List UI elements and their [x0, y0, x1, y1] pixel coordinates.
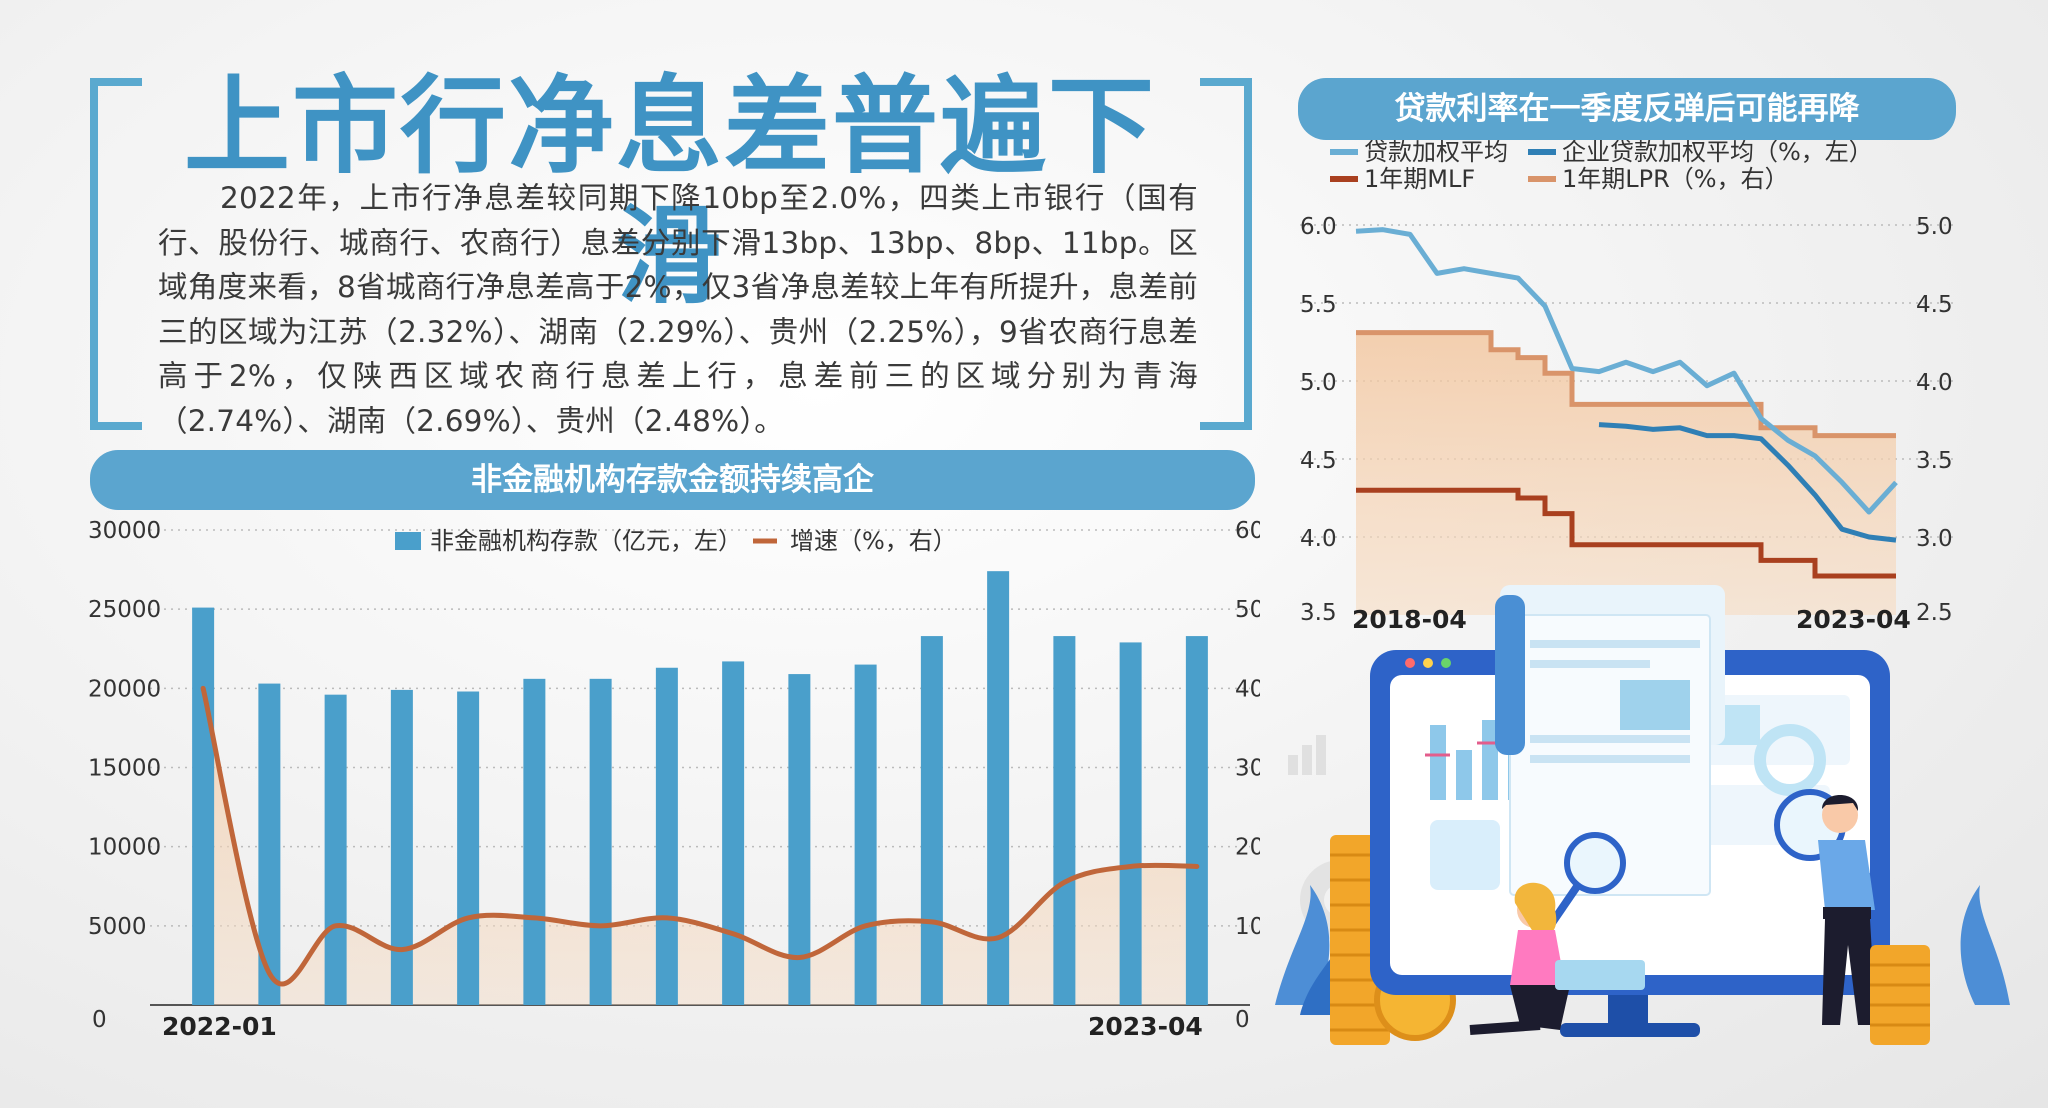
deposit-bar: [523, 678, 546, 1005]
mini-bar-icon: [1288, 735, 1326, 775]
deposit-bar: [589, 678, 612, 1005]
deposit-bar: [192, 607, 215, 1005]
coin-stack-right-icon: [1870, 945, 1930, 1045]
mlf-line: [1356, 487, 1896, 579]
magnifier-left-icon: [1548, 832, 1626, 926]
deposit-bar: [655, 667, 678, 1005]
deposit-bar: [788, 674, 811, 1005]
deposit-bar: [722, 661, 745, 1005]
deposit-x-tick-last: 2023-04: [1088, 1012, 1203, 1041]
rate-legend-label-1: 企业贷款加权平均（%，左）: [1562, 140, 1873, 166]
deposit-x-tick-first: 2022-01: [162, 1012, 277, 1041]
deposit-bar: [920, 636, 943, 1005]
page-title: 上市行净息差普遍下滑: [184, 65, 1156, 318]
rate-legend-label-0: 贷款加权平均: [1364, 140, 1508, 166]
summary-text: 2022年，上市行净息差较同期下降10bp至2.0%，四类上市银行（国有行、股份…: [158, 181, 1198, 438]
woman-figure-icon: [1469, 882, 1645, 1035]
deposit-bar: [390, 689, 413, 1005]
deposit-bar: [1119, 642, 1142, 1005]
deposit-right-tick: 0: [1235, 1007, 1250, 1033]
deposit-right-tick: 30: [1235, 756, 1260, 782]
deposit-chart: 0 5000 10000 15000 20000 25000 30000 0 10 20 30 40…: [88, 518, 1260, 1041]
deposit-right-tick: 40: [1235, 676, 1260, 702]
deposit-bar: [987, 571, 1010, 1005]
deposit-right-tick: 50: [1235, 597, 1260, 623]
deposit-bar: [324, 694, 347, 1005]
rate-right-tick: 3.5: [1916, 448, 1953, 474]
deposit-left-tick: 20000: [88, 676, 161, 702]
analytics-illustration: [1275, 585, 2010, 1045]
deposit-chart-title: 非金融机构存款金额持续高企: [90, 450, 1255, 510]
deposit-bar: [1053, 636, 1076, 1005]
deposit-right-tick: 10: [1235, 914, 1260, 940]
rate-left-tick: 6.0: [1300, 214, 1337, 240]
rate-right-tick: 3.0: [1916, 526, 1953, 552]
deposit-bar: [258, 683, 281, 1005]
rate-right-tick: 2.5: [1916, 600, 1953, 626]
document-icon: [1495, 585, 1725, 896]
rate-chart: 贷款加权平均 企业贷款加权平均（%，左） 1年期MLF 1年期LPR（%，右） 3.5…: [1300, 140, 1955, 634]
rate-left-tick: 5.5: [1300, 292, 1337, 318]
rate-left-tick: 3.5: [1300, 600, 1337, 626]
deposit-right-tick: 60: [1235, 518, 1260, 544]
deposit-left-tick: 30000: [88, 518, 161, 544]
deposit-left-tick: 15000: [88, 756, 161, 782]
deposit-right-tick: 20: [1235, 835, 1260, 861]
rate-x-tick-last: 2023-04: [1796, 605, 1911, 634]
legend-deposit-swatch: [395, 532, 421, 550]
rate-legend-label-3: 1年期LPR（%，右）: [1562, 165, 1789, 193]
rate-left-tick: 5.0: [1300, 370, 1337, 396]
deposit-left-tick: 0: [92, 1007, 107, 1033]
corp-loan-avg-line: [1598, 422, 1897, 543]
lpr-line: [1356, 330, 1896, 439]
legend-growth-label: 增速（%，右）: [790, 527, 957, 555]
deposit-left-tick: 10000: [88, 835, 161, 861]
deposit-left-tick: 25000: [88, 597, 161, 623]
deposit-left-tick: 5000: [88, 914, 147, 940]
growth-line: [200, 685, 1200, 987]
rate-left-tick: 4.5: [1300, 448, 1337, 474]
rate-x-tick-first: 2018-04: [1352, 605, 1467, 634]
deposit-bar: [854, 664, 877, 1005]
loan-avg-line: [1355, 227, 1898, 515]
rate-right-tick: 4.5: [1916, 292, 1953, 318]
deposit-bar: [1185, 636, 1208, 1005]
plant-right-icon: [1960, 885, 2010, 1005]
bracket-left: [90, 78, 142, 430]
rate-right-tick: 5.0: [1916, 214, 1953, 240]
plant-left-icon: [1275, 885, 1330, 1005]
rate-right-tick: 4.0: [1916, 370, 1953, 396]
deposit-bar: [457, 691, 480, 1005]
rate-left-tick: 4.0: [1300, 526, 1337, 552]
man-figure-icon: [1818, 794, 1876, 1025]
rate-chart-title: 贷款利率在一季度反弹后可能再降: [1298, 78, 1956, 140]
bracket-right: [1200, 78, 1252, 430]
legend-deposit-label: 非金融机构存款（亿元，左）: [430, 527, 742, 555]
rate-legend-label-2: 1年期MLF: [1364, 165, 1475, 193]
